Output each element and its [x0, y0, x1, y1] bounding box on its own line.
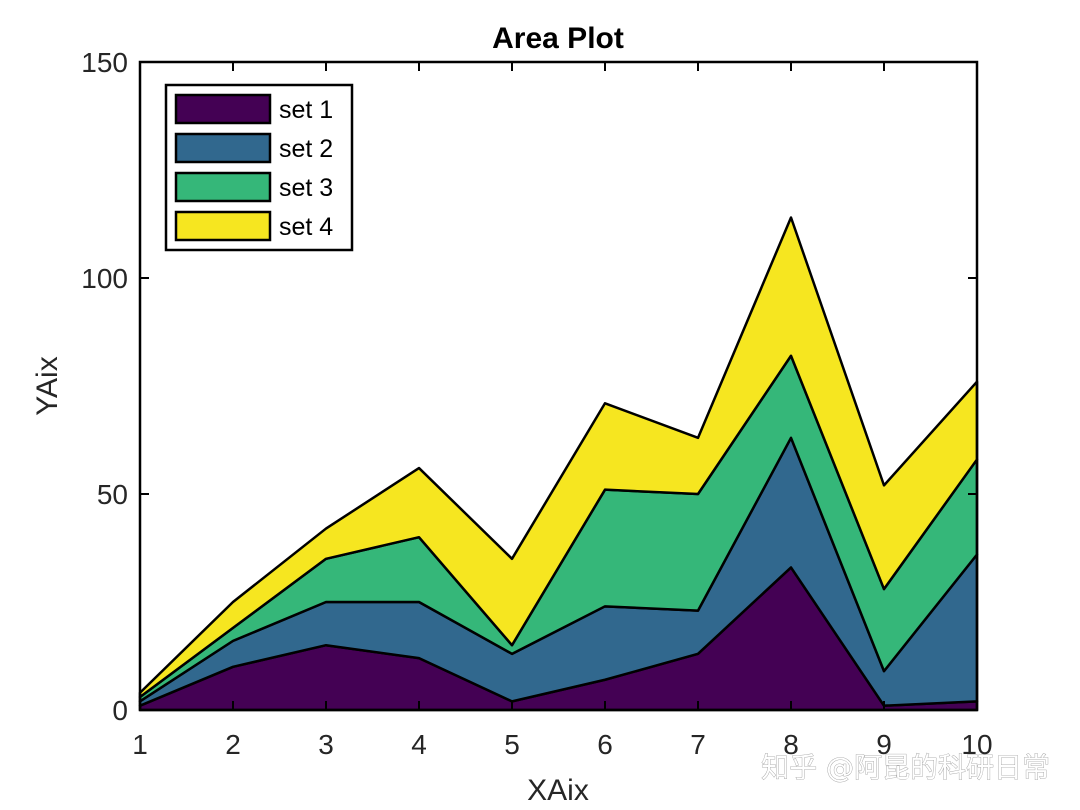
watermark: 知乎 @阿昆的科研日常 — [761, 751, 1050, 784]
y-tick-label: 0 — [112, 695, 128, 726]
x-tick-label: 7 — [690, 729, 706, 760]
legend-swatch-set-2 — [174, 132, 272, 164]
x-tick-label: 5 — [504, 729, 520, 760]
x-axis-label: XAix — [527, 774, 589, 807]
legend: set 1 set 2 set 3 set 4 — [164, 83, 354, 252]
y-tick-label: 50 — [97, 479, 128, 510]
x-tick-label: 10 — [961, 729, 992, 760]
area-series-group — [138, 216, 979, 712]
x-tick-label: 8 — [783, 729, 799, 760]
axis-ticks — [139, 61, 978, 711]
legend-label-set-2: set 2 — [279, 135, 333, 163]
legend-label-set-3: set 3 — [279, 174, 333, 202]
x-tick-label: 4 — [411, 729, 427, 760]
chart-title: Area Plot — [492, 22, 624, 55]
legend-label-set-1: set 1 — [279, 96, 333, 124]
legend-swatch-set-1 — [174, 93, 272, 125]
y-tick-label: 100 — [81, 263, 128, 294]
x-tick-label: 2 — [225, 729, 241, 760]
plot-frame — [138, 60, 979, 712]
legend-label-set-4: set 4 — [279, 213, 333, 241]
y-axis-label: YAix — [31, 356, 64, 415]
x-tick-label: 1 — [132, 729, 148, 760]
legend-swatch-set-3 — [174, 171, 272, 203]
x-tick-label: 3 — [318, 729, 334, 760]
x-tick-label: 6 — [597, 729, 613, 760]
legend-swatch-set-4 — [174, 210, 272, 242]
y-tick-label: 150 — [81, 47, 128, 78]
x-tick-label: 9 — [876, 729, 892, 760]
